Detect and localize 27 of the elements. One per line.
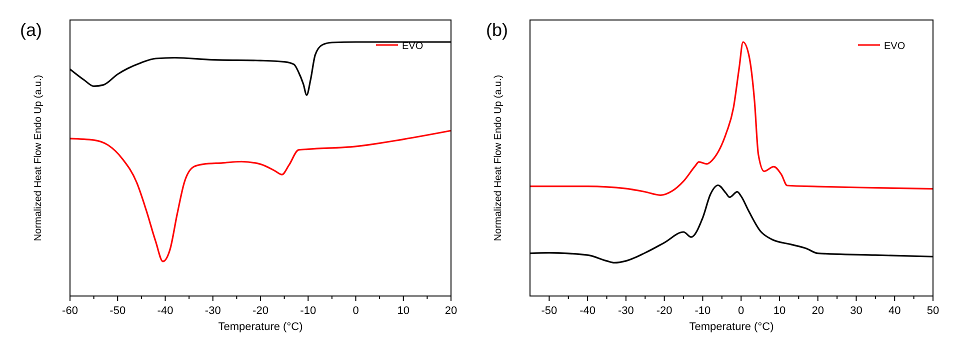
y-axis-title: Normalized Heat Flow Endo Up (a.u.) xyxy=(33,74,44,242)
x-tick-label: 30 xyxy=(850,305,862,317)
x-tick-label: 10 xyxy=(773,305,786,317)
x-tick-label: -20 xyxy=(252,305,268,317)
x-tick-label: -50 xyxy=(110,305,126,317)
x-tick-label: 20 xyxy=(444,305,458,317)
x-tick-label: 20 xyxy=(812,305,824,317)
x-tick-label: 10 xyxy=(397,305,410,317)
x-axis-title: Temperature (°C) xyxy=(689,321,774,333)
x-tick-label: 50 xyxy=(926,305,940,317)
x-tick-label: -20 xyxy=(656,305,672,317)
x-tick-label: -30 xyxy=(618,305,634,317)
x-tick-label: 0 xyxy=(738,305,744,317)
x-tick-label: -10 xyxy=(694,305,711,317)
x-tick-label: -40 xyxy=(157,305,174,317)
x-tick-label: -30 xyxy=(204,305,221,317)
y-axis-title: Normalized Heat Flow Endo Up (a.u.) xyxy=(493,74,504,242)
x-tick-label: -40 xyxy=(580,305,596,317)
x-tick-label: 40 xyxy=(888,305,901,317)
x-tick-label: 0 xyxy=(352,305,359,317)
text: (a) xyxy=(20,20,42,40)
x-tick-label: -60 xyxy=(62,305,78,317)
x-axis-title: Temperature (°C) xyxy=(218,321,303,333)
x-tick-label: -10 xyxy=(300,305,316,317)
x-tick-label: -50 xyxy=(541,305,558,317)
text: (b) xyxy=(486,20,508,40)
legend-label: EVO xyxy=(884,41,906,52)
